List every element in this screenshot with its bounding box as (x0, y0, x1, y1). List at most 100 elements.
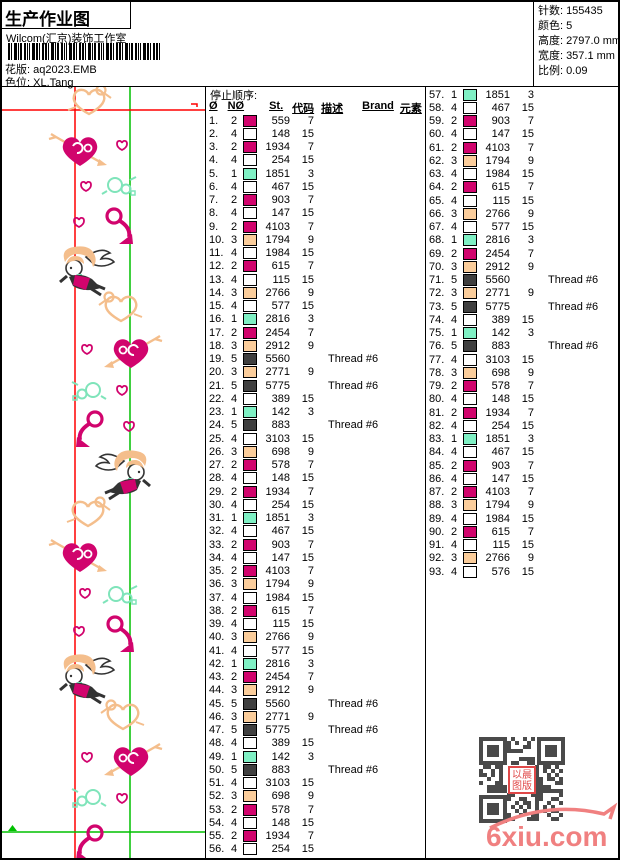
stop-index: 22. (209, 392, 225, 405)
stop-row: 11. 4 1984 15 (206, 247, 425, 260)
code-value: 7 (307, 485, 314, 498)
stitch-count: 1934 (265, 830, 290, 843)
code-value: 9 (307, 710, 314, 723)
thread-color-swatch (243, 843, 257, 856)
thread-color-swatch (463, 472, 477, 485)
code-value: 15 (301, 644, 314, 657)
stitch-count: 1984 (485, 168, 510, 181)
needle-number: 1 (231, 750, 238, 763)
stop-row: 72. 3 2771 9 (426, 287, 618, 300)
code-value: 15 (521, 313, 534, 326)
stop-row: 92. 3 2766 9 (426, 552, 618, 565)
code-value: 3 (307, 313, 314, 326)
thread-color-swatch (243, 803, 257, 816)
stamp-text-bottom: 图版 (512, 779, 532, 792)
thread-color-swatch (463, 393, 477, 406)
stitch-count: 1934 (485, 406, 510, 419)
needle-number: 1 (231, 167, 238, 180)
needle-number: 2 (231, 671, 238, 684)
stop-row: 49. 1 142 3 (206, 750, 425, 763)
stop-row: 80. 4 148 15 (426, 393, 618, 406)
stop-index: 29. (209, 485, 225, 498)
needle-number: 3 (451, 552, 458, 565)
stop-row: 75. 1 142 3 (426, 327, 618, 340)
stop-index: 54. (209, 816, 225, 829)
stop-index: 92. (429, 552, 445, 565)
stop-row: 28. 4 148 15 (206, 472, 425, 485)
stitch-count: 1851 (265, 167, 290, 180)
thread-color-swatch (463, 88, 477, 101)
stop-row: 77. 4 3103 15 (426, 353, 618, 366)
thread-color-swatch (243, 551, 257, 564)
stop-index: 25. (209, 432, 225, 445)
stop-index: 44. (209, 684, 225, 697)
needle-number: 3 (231, 366, 238, 379)
stitch-count: 615 (271, 260, 290, 273)
needle-number: 5 (451, 300, 458, 313)
thread-description: Thread #6 (328, 419, 379, 432)
thread-color-swatch (243, 830, 257, 843)
code-value: 9 (307, 339, 314, 352)
thread-description: Thread #6 (548, 274, 599, 287)
needle-number: 5 (231, 353, 238, 366)
code-value: 15 (521, 353, 534, 366)
stop-index: 52. (209, 790, 225, 803)
thread-color-swatch (243, 777, 257, 790)
stop-row: 71. 5 5560 Thread #6 (426, 274, 618, 287)
stitch-count: 883 (491, 340, 510, 353)
stop-row: 67. 4 577 15 (426, 221, 618, 234)
stop-index: 37. (209, 591, 225, 604)
needle-number: 4 (451, 128, 458, 141)
stop-index: 91. (429, 539, 445, 552)
color-count-line: 颜色: 5 (538, 20, 573, 32)
stop-row: 7. 2 903 7 (206, 194, 425, 207)
stop-row: 93. 4 576 15 (426, 565, 618, 578)
thread-color-swatch (243, 326, 257, 339)
thread-color-swatch (243, 366, 257, 379)
stop-index: 27. (209, 459, 225, 472)
needle-number: 4 (231, 525, 238, 538)
stitch-count: 577 (271, 300, 290, 313)
needle-number: 3 (231, 233, 238, 246)
needle-number: 2 (231, 459, 238, 472)
needle-number: 5 (231, 379, 238, 392)
stitch-count: 903 (271, 194, 290, 207)
design-width: 357.1 mm (566, 50, 615, 62)
stop-row: 57. 1 1851 3 (426, 88, 618, 101)
stop-index: 3. (209, 141, 219, 154)
needle-number: 4 (451, 194, 458, 207)
stop-row: 60. 4 147 15 (426, 128, 618, 141)
needle-number: 1 (231, 313, 238, 326)
thread-color-swatch (243, 671, 257, 684)
thread-color-swatch (243, 684, 257, 697)
stitch-count: 115 (492, 194, 510, 207)
thread-color-swatch (243, 710, 257, 723)
code-value: 15 (301, 432, 314, 445)
needle-number: 1 (231, 657, 238, 670)
stop-index: 67. (429, 221, 445, 234)
stop-row: 82. 4 254 15 (426, 419, 618, 432)
col-code: 代码 (292, 103, 315, 115)
stitch-count: 578 (271, 803, 290, 816)
stitch-count: 1934 (265, 141, 290, 154)
code-value: 15 (521, 101, 534, 114)
code-value: 15 (301, 777, 314, 790)
stop-index: 17. (209, 326, 225, 339)
watermark-swoosh (489, 802, 618, 830)
studio-name: Wilcom(汇京)装饰工作室 (6, 33, 127, 45)
stitch-count: 2766 (265, 286, 290, 299)
stitch-count: 1794 (265, 578, 290, 591)
stop-row: 22. 4 389 15 (206, 392, 425, 405)
thread-color-swatch (463, 459, 477, 472)
thread-color-swatch (243, 790, 257, 803)
stop-index: 88. (429, 499, 445, 512)
stop-row: 54. 4 148 15 (206, 816, 425, 829)
stop-index: 6. (209, 180, 219, 193)
thread-color-swatch (463, 181, 477, 194)
code-value: 15 (301, 816, 314, 829)
thread-color-swatch (243, 618, 257, 631)
stitch-count: 578 (491, 380, 510, 393)
stitch-count: 467 (491, 101, 510, 114)
needle-number: 5 (231, 724, 238, 737)
